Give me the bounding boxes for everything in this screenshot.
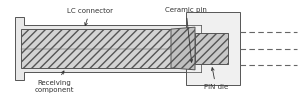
Text: Receiving
component: Receiving component (34, 71, 74, 93)
Text: PIN die: PIN die (204, 68, 228, 90)
FancyBboxPatch shape (21, 29, 180, 68)
Polygon shape (186, 12, 240, 85)
Polygon shape (171, 27, 195, 70)
Text: LC connector: LC connector (67, 8, 113, 26)
Text: Ceramic pin: Ceramic pin (165, 7, 207, 62)
Bar (195, 33, 228, 64)
Polygon shape (15, 17, 192, 80)
